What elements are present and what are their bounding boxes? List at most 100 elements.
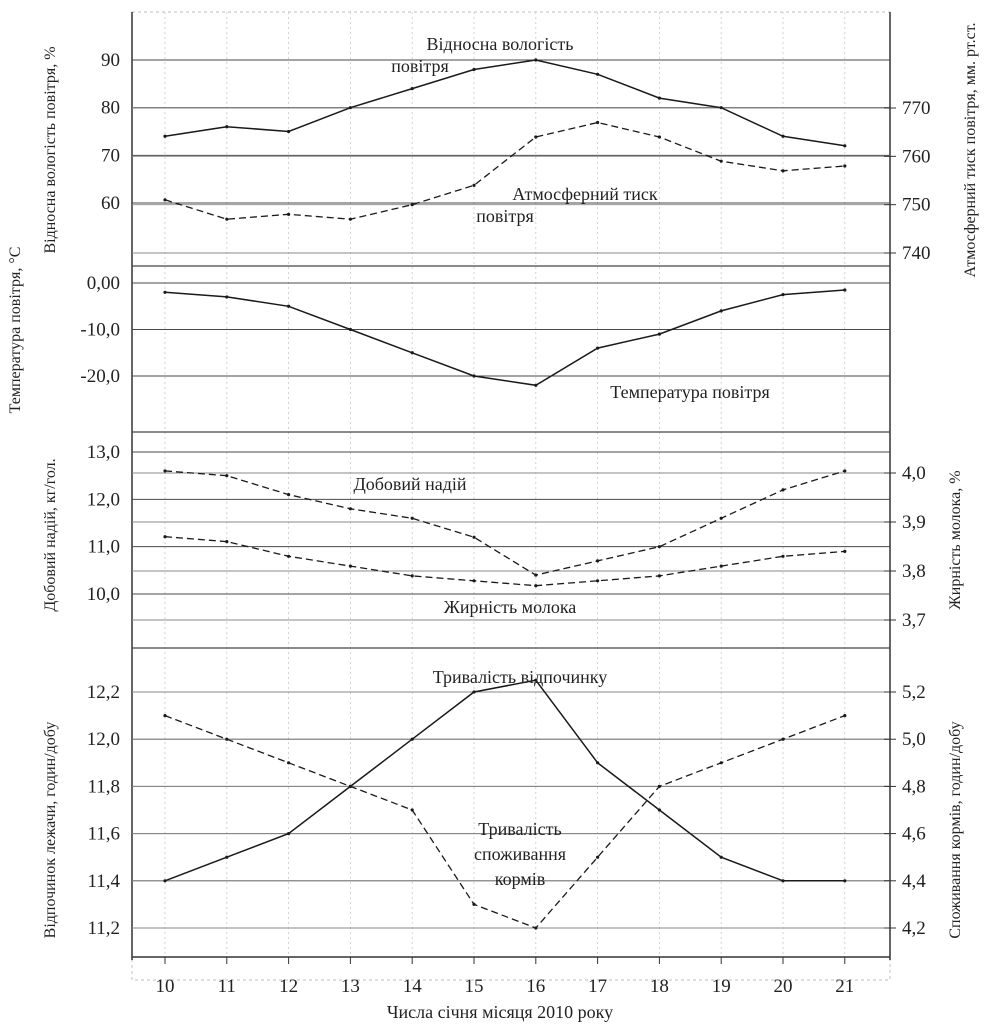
data-point-0-1 [781,169,785,173]
right-tick-label: 740 [902,243,931,264]
data-point-2-0 [163,469,167,473]
left-tick-label: 70 [101,145,120,166]
left-tick-label: 11,2 [87,918,120,939]
data-point-0-0 [719,106,723,110]
x-tick-label: 21 [835,976,854,997]
data-point-0-1 [410,203,414,207]
annotation-rest: Тривалість відпочинку [433,667,608,687]
data-point-2-1 [163,535,167,539]
data-point-3-1 [348,784,352,789]
right-tick-label: 4,8 [902,776,926,797]
annotation-feeding-3: кормів [495,869,545,889]
data-point-0-0 [596,72,600,76]
left-tick-label: -20,0 [80,366,120,387]
data-point-0-1 [287,212,291,216]
data-point-2-1 [348,564,352,568]
x-tick-label: 19 [712,976,731,997]
data-point-1-0 [534,383,538,387]
right-tick-label: 4,0 [902,463,926,484]
data-point-1-0 [657,332,662,336]
series-line-1-0 [164,289,845,387]
data-point-0-1 [843,164,847,168]
x-tick-label: 14 [403,976,423,997]
data-point-0-1 [719,159,723,163]
annotation-pressure-1: Атмосферний тиск [512,184,658,204]
data-point-3-0 [719,855,723,859]
data-point-0-0 [657,96,662,100]
panel-humidity-pressure: 90 80 70 60 770 760 750 740 Відносна вологість … [42,23,979,278]
data-point-2-0 [348,507,352,511]
x-axis-label: Числа січня місяця 2010 року [387,1002,613,1022]
data-point-2-1 [781,554,785,558]
data-point-2-0 [534,573,538,577]
right-tick-label: 4,2 [902,918,926,939]
left-tick-label: 13,0 [87,442,120,463]
series-line-0-1 [164,121,845,220]
right-tick-label: 5,0 [902,729,926,750]
data-point-0-0 [348,106,352,110]
x-tick-label: 10 [156,976,175,997]
panel-milk: 13,0 12,0 11,0 10,0 4,0 3,9 3,8 3,7 Добовий над… [42,442,964,631]
data-point-3-0 [163,879,167,883]
series-line-2-1 [164,536,845,587]
right-tick-label: 4,6 [902,824,926,845]
annotation-temperature: Температура повітря [610,382,769,402]
data-point-2-0 [781,488,785,492]
left-tick-label: 10,0 [87,584,120,605]
data-point-0-0 [410,87,414,91]
data-point-2-1 [410,574,414,578]
data-point-0-1 [163,198,167,202]
data-point-3-0 [287,832,291,836]
data-point-2-0 [225,474,229,478]
annotation-pressure-2: повітря [476,206,534,226]
annotation-feeding-1: Тривалість [478,819,561,839]
annotation-milk-fat: Жирність молока [444,597,577,617]
x-tick-label: 18 [650,976,669,997]
left-axis-label-rest: Відпочинок лежачи, годин/добу [42,722,59,939]
data-point-2-0 [472,535,476,539]
data-point-2-1 [225,540,229,544]
data-point-1-0 [596,346,600,350]
data-point-0-0 [843,144,847,148]
right-tick-label: 3,9 [902,512,926,533]
data-point-2-1 [719,564,723,568]
left-tick-label: 11,4 [87,871,120,892]
data-point-0-0 [287,129,291,134]
annotation-humidity-2: повітря [391,56,449,76]
left-tick-label: 12,0 [87,729,120,750]
series-line-3-0 [164,679,845,882]
x-tick-label: 13 [341,976,360,997]
x-tick-label: 12 [279,976,298,997]
data-point-3-1 [287,761,291,765]
data-point-1-0 [287,304,291,308]
left-axis-label-milk-yield: Добовий надій, кг/гол. [42,458,59,611]
data-point-2-1 [843,549,847,554]
data-point-2-1 [287,554,291,558]
annotation-feeding-2: споживання [474,844,566,864]
data-point-3-0 [472,690,476,694]
left-tick-label: 12,2 [87,682,120,703]
left-axis-label-temperature: Температура повітря, °C [7,247,24,414]
left-tick-label: 80 [101,98,120,119]
right-tick-label: 5,2 [902,682,926,703]
data-point-0-1 [534,135,538,139]
series-line-3-1 [164,714,846,929]
data-point-0-0 [163,134,167,138]
left-tick-label: 90 [101,50,120,71]
data-point-3-0 [534,678,538,682]
data-point-1-0 [781,293,785,297]
annotation-milk-yield: Добовий надій [353,474,466,494]
data-point-3-1 [657,784,662,789]
x-tick-label: 20 [774,976,793,997]
data-point-2-0 [657,545,662,549]
data-point-1-0 [225,295,229,299]
data-point-0-0 [472,67,476,72]
data-point-3-1 [534,926,538,930]
x-axis: 10 11 12 13 14 15 16 17 18 19 20 21 [156,957,854,997]
series-line-0-0 [164,59,845,147]
left-tick-label: 0,00 [87,273,120,294]
x-tick-label: 17 [588,976,607,997]
right-axis-label-pressure: Атмосферний тиск повітря, мм. рт.ст. [962,23,979,278]
